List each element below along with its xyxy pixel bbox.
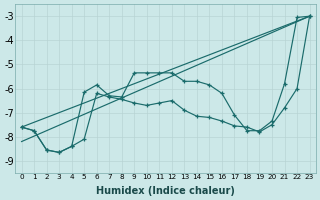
X-axis label: Humidex (Indice chaleur): Humidex (Indice chaleur) [96, 186, 235, 196]
